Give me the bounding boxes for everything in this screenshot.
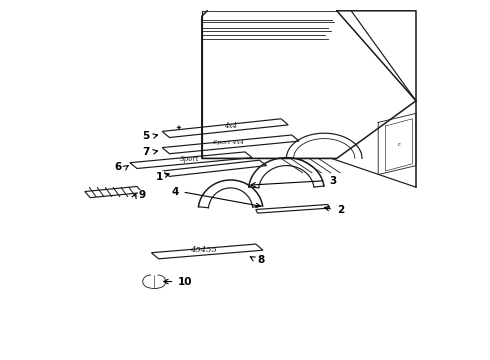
Polygon shape	[162, 135, 299, 154]
Polygon shape	[256, 204, 330, 213]
Text: 9: 9	[139, 190, 146, 200]
Text: 7: 7	[142, 147, 149, 157]
Text: Sport 4x4: Sport 4x4	[213, 140, 245, 145]
Text: 10: 10	[178, 276, 193, 287]
Text: 6: 6	[115, 162, 122, 172]
Text: 3: 3	[330, 176, 337, 186]
Text: ✦: ✦	[175, 125, 181, 130]
Text: 45455: 45455	[190, 246, 217, 254]
Polygon shape	[162, 119, 288, 138]
Text: 5: 5	[143, 131, 149, 141]
Polygon shape	[151, 244, 263, 259]
Text: c: c	[397, 142, 401, 147]
Polygon shape	[162, 160, 267, 176]
Polygon shape	[85, 186, 143, 198]
Text: 4: 4	[171, 187, 178, 197]
Text: 2: 2	[337, 205, 344, 215]
Text: 1: 1	[156, 172, 163, 182]
Polygon shape	[130, 152, 252, 168]
Text: Sport: Sport	[179, 155, 199, 163]
Text: 8: 8	[257, 255, 265, 265]
Text: 4x4: 4x4	[224, 122, 237, 130]
